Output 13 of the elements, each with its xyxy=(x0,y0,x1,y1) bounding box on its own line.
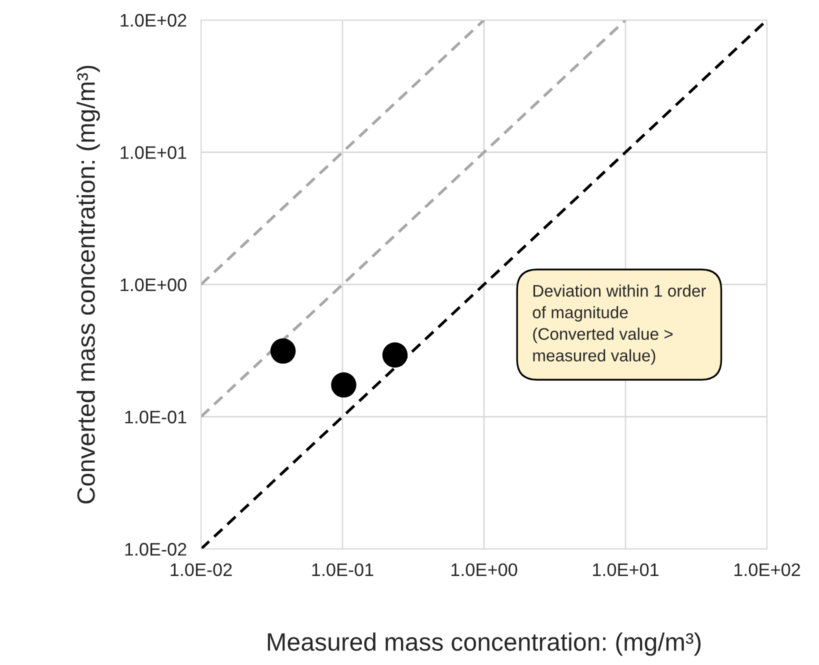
y-tick-label: 1.0E+01 xyxy=(120,146,186,159)
x-tick-label: 1.0E+00 xyxy=(451,563,518,576)
y-tick-label: 1.0E-02 xyxy=(125,542,186,556)
y-axis-title: Converted mass concentration: (mg/m³) xyxy=(76,66,100,504)
x-tick-label: 1.0E+01 xyxy=(592,563,659,576)
y-tick-label: 1.0E+02 xyxy=(120,14,186,27)
x-tick-label: 1.0E-02 xyxy=(170,563,232,576)
y-tick-label: 1.0E-01 xyxy=(125,410,186,424)
x-tick-label: 1.0E+02 xyxy=(734,563,800,576)
annotation: Deviation within 1 order of magnitude (Converted value > measured value) xyxy=(532,284,706,365)
x-tick-label: 1.0E-01 xyxy=(312,563,374,576)
y-tick-label: 1.0E+00 xyxy=(120,278,186,292)
x-axis-title: Measured mass concentration: (mg/m³) xyxy=(268,632,701,656)
